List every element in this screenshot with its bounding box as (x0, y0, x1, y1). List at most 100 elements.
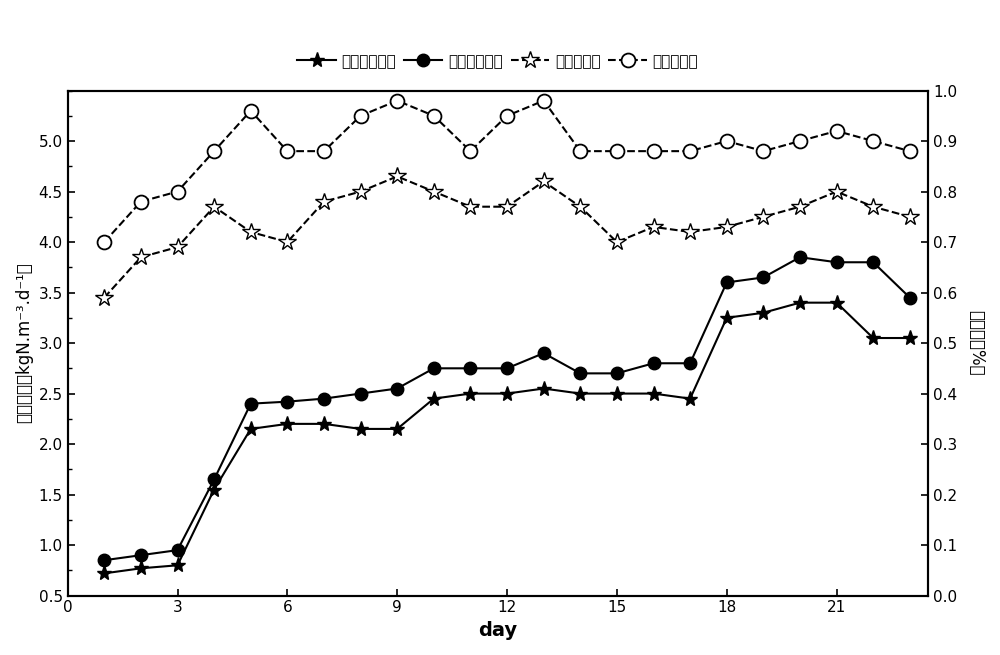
氨氮去除率 (281, 147, 293, 155)
Line: 氨氮去除率: 氨氮去除率 (97, 94, 917, 249)
总氮去除率 (98, 293, 110, 301)
总氮去除负荷 (245, 425, 257, 433)
总氮去除负荷 (831, 299, 843, 307)
氨氮去除负荷 (428, 364, 440, 372)
氨氮去除负荷 (721, 278, 733, 286)
总氮去除率 (904, 213, 916, 221)
氨氮去除率 (391, 97, 403, 105)
氨氮去除率 (208, 147, 220, 155)
总氮去除率 (355, 187, 367, 195)
Line: 总氮去除负荷: 总氮去除负荷 (97, 295, 917, 581)
总氮去除率 (135, 253, 147, 261)
总氮去除率 (428, 187, 440, 195)
总氮去除率 (464, 203, 476, 211)
总氮去除率 (281, 238, 293, 246)
总氮去除负荷 (98, 569, 110, 577)
总氮去除率 (172, 243, 184, 251)
氨氮去除率 (867, 137, 879, 145)
总氮去除率 (831, 187, 843, 195)
总氮去除率 (794, 203, 806, 211)
总氮去除率 (574, 203, 586, 211)
Legend: 总氮去除负荷, 氨氮去除负荷, 总氮去除率, 氨氮去除率: 总氮去除负荷, 氨氮去除负荷, 总氮去除率, 氨氮去除率 (291, 48, 704, 75)
氨氮去除负荷 (98, 556, 110, 564)
氨氮去除率 (135, 198, 147, 206)
总氮去除率 (611, 238, 623, 246)
氨氮去除率 (721, 137, 733, 145)
总氮去除负荷 (501, 390, 513, 398)
氨氮去除负荷 (904, 293, 916, 301)
Y-axis label: 去除率（%）: 去除率（%） (967, 310, 985, 376)
氨氮去除负荷 (648, 360, 660, 367)
氨氮去除负荷 (281, 398, 293, 405)
氨氮去除率 (428, 112, 440, 120)
Line: 氨氮去除负荷: 氨氮去除负荷 (98, 251, 916, 567)
氨氮去除负荷 (867, 258, 879, 266)
氨氮去除负荷 (611, 369, 623, 377)
氨氮去除负荷 (208, 476, 220, 483)
总氮去除负荷 (648, 390, 660, 398)
总氮去除率 (501, 203, 513, 211)
氨氮去除率 (538, 97, 550, 105)
总氮去除负荷 (355, 425, 367, 433)
总氮去除负荷 (464, 390, 476, 398)
总氮去除率 (648, 223, 660, 231)
氨氮去除率 (611, 147, 623, 155)
总氮去除负荷 (684, 395, 696, 403)
Y-axis label: 去除负荷（kgN.m⁻³.d⁻¹）: 去除负荷（kgN.m⁻³.d⁻¹） (15, 263, 33, 423)
氨氮去除率 (684, 147, 696, 155)
氨氮去除率 (464, 147, 476, 155)
氨氮去除率 (245, 107, 257, 115)
氨氮去除率 (574, 147, 586, 155)
氨氮去除负荷 (172, 546, 184, 554)
氨氮去除率 (904, 147, 916, 155)
总氮去除负荷 (172, 561, 184, 569)
氨氮去除率 (794, 137, 806, 145)
总氮去除率 (208, 203, 220, 211)
氨氮去除负荷 (501, 364, 513, 372)
总氮去除负荷 (904, 334, 916, 342)
总氮去除负荷 (867, 334, 879, 342)
总氮去除率 (538, 178, 550, 185)
总氮去除率 (757, 213, 769, 221)
总氮去除率 (245, 228, 257, 236)
总氮去除负荷 (574, 390, 586, 398)
总氮去除负荷 (428, 395, 440, 403)
氨氮去除率 (355, 112, 367, 120)
总氮去除负荷 (281, 420, 293, 428)
总氮去除率 (867, 203, 879, 211)
总氮去除率 (721, 223, 733, 231)
氨氮去除率 (172, 187, 184, 195)
总氮去除负荷 (208, 485, 220, 493)
总氮去除负荷 (538, 384, 550, 392)
氨氮去除负荷 (318, 395, 330, 403)
总氮去除负荷 (721, 314, 733, 322)
氨氮去除负荷 (135, 552, 147, 559)
X-axis label: day: day (478, 621, 517, 640)
Line: 总氮去除率: 总氮去除率 (95, 168, 919, 307)
氨氮去除负荷 (684, 360, 696, 367)
氨氮去除率 (831, 127, 843, 135)
总氮去除负荷 (318, 420, 330, 428)
氨氮去除负荷 (391, 384, 403, 392)
总氮去除负荷 (794, 299, 806, 307)
总氮去除负荷 (757, 309, 769, 316)
氨氮去除负荷 (245, 400, 257, 407)
氨氮去除率 (318, 147, 330, 155)
氨氮去除负荷 (757, 274, 769, 282)
氨氮去除负荷 (794, 253, 806, 261)
氨氮去除率 (757, 147, 769, 155)
氨氮去除率 (501, 112, 513, 120)
氨氮去除负荷 (831, 258, 843, 266)
总氮去除负荷 (611, 390, 623, 398)
氨氮去除负荷 (464, 364, 476, 372)
总氮去除率 (391, 172, 403, 180)
总氮去除率 (318, 198, 330, 206)
氨氮去除负荷 (574, 369, 586, 377)
氨氮去除率 (648, 147, 660, 155)
总氮去除负荷 (391, 425, 403, 433)
氨氮去除负荷 (538, 349, 550, 357)
总氮去除率 (684, 228, 696, 236)
总氮去除负荷 (135, 565, 147, 572)
氨氮去除率 (98, 238, 110, 246)
氨氮去除负荷 (355, 390, 367, 398)
